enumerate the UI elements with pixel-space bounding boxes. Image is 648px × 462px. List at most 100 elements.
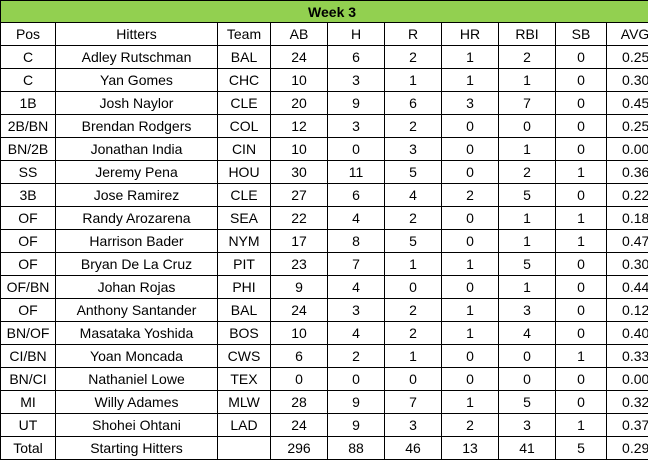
cell-hr: 1 bbox=[441, 321, 499, 345]
cell-pos: UT bbox=[0, 413, 56, 437]
cell-r: 0 bbox=[384, 367, 442, 391]
cell-rbi: 5 bbox=[498, 390, 556, 414]
total-avg: 0.297 bbox=[605, 436, 648, 460]
cell-hitter: Jose Ramirez bbox=[55, 183, 218, 207]
cell-hr: 1 bbox=[441, 68, 499, 92]
cell-hr: 2 bbox=[441, 413, 499, 437]
cell-team: LAD bbox=[217, 413, 271, 437]
cell-r: 3 bbox=[384, 137, 442, 161]
cell-hr: 0 bbox=[441, 160, 499, 184]
cell-rbi: 3 bbox=[498, 298, 556, 322]
cell-team: CLE bbox=[217, 91, 271, 115]
cell-sb: 1 bbox=[555, 206, 607, 230]
total-hr: 13 bbox=[441, 436, 499, 460]
cell-pos: 3B bbox=[0, 183, 56, 207]
header-row: Pos Hitters Team AB H R HR RBI SB AVG bbox=[0, 22, 648, 46]
cell-r: 1 bbox=[384, 252, 442, 276]
cell-rbi: 7 bbox=[498, 91, 556, 115]
header-ab: AB bbox=[270, 22, 328, 46]
cell-ab: 27 bbox=[270, 183, 328, 207]
cell-sb: 0 bbox=[555, 183, 607, 207]
cell-pos: 1B bbox=[0, 91, 56, 115]
cell-avg: 0.375 bbox=[605, 413, 648, 437]
cell-team: HOU bbox=[217, 160, 271, 184]
cell-ab: 28 bbox=[270, 390, 328, 414]
cell-avg: 0.000 bbox=[605, 137, 648, 161]
cell-hr: 0 bbox=[441, 137, 499, 161]
cell-rbi: 1 bbox=[498, 206, 556, 230]
cell-ab: 12 bbox=[270, 114, 328, 138]
total-team bbox=[217, 436, 271, 460]
cell-h: 4 bbox=[327, 206, 385, 230]
cell-ab: 22 bbox=[270, 206, 328, 230]
cell-hitter: Jonathan India bbox=[55, 137, 218, 161]
cell-pos: OF bbox=[0, 229, 56, 253]
cell-avg: 0.450 bbox=[605, 91, 648, 115]
cell-r: 2 bbox=[384, 206, 442, 230]
cell-rbi: 5 bbox=[498, 183, 556, 207]
cell-team: PHI bbox=[217, 275, 271, 299]
cell-pos: OF bbox=[0, 206, 56, 230]
header-pos: Pos bbox=[0, 22, 56, 46]
cell-hitter: Bryan De La Cruz bbox=[55, 252, 218, 276]
sheet-title: Week 3 bbox=[0, 0, 648, 23]
cell-hr: 0 bbox=[441, 344, 499, 368]
cell-team: BAL bbox=[217, 45, 271, 69]
cell-hitter: Josh Naylor bbox=[55, 91, 218, 115]
cell-hitter: Yoan Moncada bbox=[55, 344, 218, 368]
cell-hr: 1 bbox=[441, 298, 499, 322]
cell-team: COL bbox=[217, 114, 271, 138]
cell-team: CHC bbox=[217, 68, 271, 92]
cell-pos: MI bbox=[0, 390, 56, 414]
cell-team: PIT bbox=[217, 252, 271, 276]
cell-rbi: 2 bbox=[498, 160, 556, 184]
cell-h: 4 bbox=[327, 321, 385, 345]
cell-avg: 0.300 bbox=[605, 68, 648, 92]
total-ab: 296 bbox=[270, 436, 328, 460]
cell-sb: 0 bbox=[555, 367, 607, 391]
cell-pos: 2B/BN bbox=[0, 114, 56, 138]
cell-ab: 30 bbox=[270, 160, 328, 184]
cell-hitter: Shohei Ohtani bbox=[55, 413, 218, 437]
cell-pos: BN/OF bbox=[0, 321, 56, 345]
cell-team: CLE bbox=[217, 183, 271, 207]
cell-rbi: 0 bbox=[498, 344, 556, 368]
cell-ab: 24 bbox=[270, 45, 328, 69]
cell-pos: OF bbox=[0, 298, 56, 322]
cell-sb: 1 bbox=[555, 344, 607, 368]
cell-r: 2 bbox=[384, 45, 442, 69]
total-r: 46 bbox=[384, 436, 442, 460]
cell-r: 7 bbox=[384, 390, 442, 414]
cell-ab: 20 bbox=[270, 91, 328, 115]
cell-hitter: Johan Rojas bbox=[55, 275, 218, 299]
cell-avg: 0.250 bbox=[605, 114, 648, 138]
cell-hr: 1 bbox=[441, 45, 499, 69]
cell-r: 6 bbox=[384, 91, 442, 115]
cell-sb: 0 bbox=[555, 298, 607, 322]
cell-h: 6 bbox=[327, 183, 385, 207]
cell-rbi: 0 bbox=[498, 367, 556, 391]
cell-avg: 0.471 bbox=[605, 229, 648, 253]
cell-team: CIN bbox=[217, 137, 271, 161]
title-row: Week 3 bbox=[0, 0, 648, 23]
cell-ab: 10 bbox=[270, 321, 328, 345]
cell-ab: 24 bbox=[270, 413, 328, 437]
cell-rbi: 1 bbox=[498, 68, 556, 92]
cell-h: 4 bbox=[327, 275, 385, 299]
cell-pos: C bbox=[0, 68, 56, 92]
header-r: R bbox=[384, 22, 442, 46]
cell-rbi: 1 bbox=[498, 229, 556, 253]
cell-team: BOS bbox=[217, 321, 271, 345]
cell-sb: 0 bbox=[555, 91, 607, 115]
header-hr: HR bbox=[441, 22, 499, 46]
cell-rbi: 3 bbox=[498, 413, 556, 437]
